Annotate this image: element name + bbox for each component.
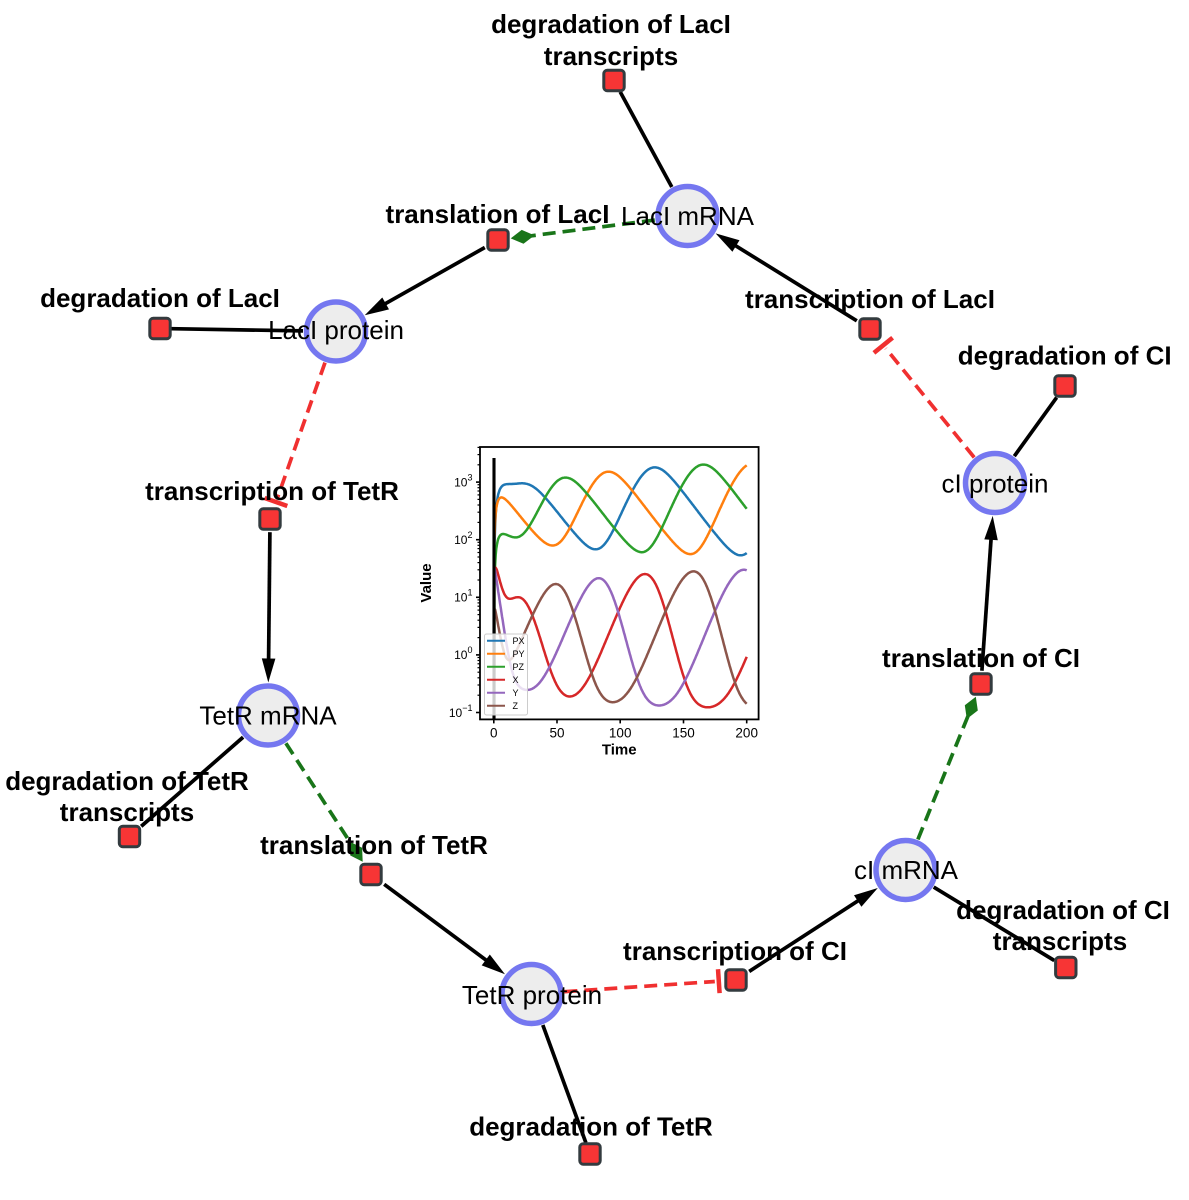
svg-text:Time: Time xyxy=(602,742,637,759)
svg-text:transcripts: transcripts xyxy=(60,797,194,827)
svg-text:Value: Value xyxy=(418,563,435,602)
svg-text:transcripts: transcripts xyxy=(544,41,678,71)
svg-text:Z: Z xyxy=(513,701,519,711)
svg-text:PY: PY xyxy=(513,649,525,659)
svg-text:100: 100 xyxy=(609,725,632,740)
svg-text:transcription of LacI: transcription of LacI xyxy=(745,284,995,314)
svg-text:X: X xyxy=(513,675,519,685)
svg-text:cI mRNA: cI mRNA xyxy=(854,855,959,885)
svg-text:transcripts: transcripts xyxy=(993,926,1127,956)
svg-text:LacI mRNA: LacI mRNA xyxy=(621,201,755,231)
svg-text:degradation of CI: degradation of CI xyxy=(958,341,1172,371)
svg-text:translation of CI: translation of CI xyxy=(882,643,1080,673)
svg-text:0: 0 xyxy=(490,725,498,740)
svg-text:translation of LacI: translation of LacI xyxy=(386,199,610,229)
svg-text:degradation of LacI: degradation of LacI xyxy=(40,283,280,313)
svg-text:PZ: PZ xyxy=(513,662,525,672)
svg-text:PX: PX xyxy=(513,636,525,646)
svg-text:translation of TetR: translation of TetR xyxy=(260,830,488,860)
svg-text:150: 150 xyxy=(672,725,695,740)
svg-text:Y: Y xyxy=(513,688,519,698)
svg-text:200: 200 xyxy=(735,725,758,740)
svg-text:50: 50 xyxy=(549,725,564,740)
svg-text:TetR mRNA: TetR mRNA xyxy=(199,701,337,731)
svg-text:degradation of TetR: degradation of TetR xyxy=(469,1112,713,1142)
svg-text:transcription of TetR: transcription of TetR xyxy=(145,476,399,506)
svg-text:cI protein: cI protein xyxy=(942,469,1049,499)
svg-text:transcription of CI: transcription of CI xyxy=(623,936,847,966)
svg-text:LacI protein: LacI protein xyxy=(268,315,404,345)
svg-text:TetR protein: TetR protein xyxy=(462,980,602,1010)
svg-text:degradation of TetR: degradation of TetR xyxy=(5,766,249,796)
svg-text:degradation of CI: degradation of CI xyxy=(956,895,1170,925)
svg-text:degradation of LacI: degradation of LacI xyxy=(491,9,731,39)
